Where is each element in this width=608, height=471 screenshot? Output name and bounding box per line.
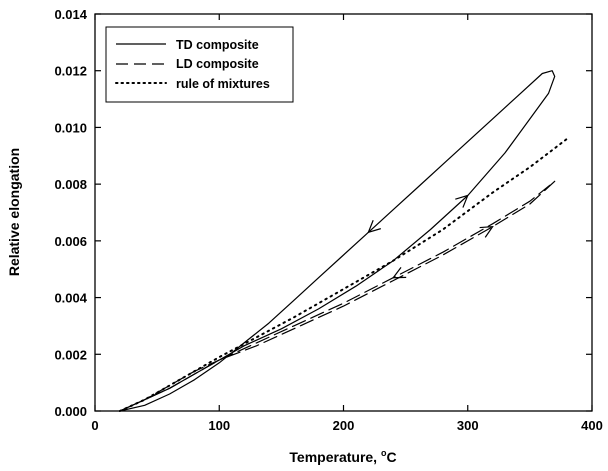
y-tick-label: 0.002	[54, 347, 87, 362]
y-tick-label: 0.010	[54, 120, 87, 135]
y-tick-label: 0.012	[54, 64, 87, 79]
series-line-1	[119, 70, 556, 412]
y-tick-label: 0.008	[54, 177, 87, 192]
direction-arrows	[367, 194, 494, 279]
ld-cooling-arrow	[391, 266, 407, 279]
y-tick-label: 0.000	[54, 404, 87, 419]
legend-label-td: TD composite	[176, 38, 259, 52]
legend-label-ld: LD composite	[176, 57, 259, 71]
y-tick-label: 0.004	[54, 291, 87, 306]
legend-label-rom: rule of mixtures	[176, 77, 270, 91]
series-line-2	[119, 180, 556, 412]
y-axis: 0.000 0.002 0.004 0.006 0.008 0.010 0.012 0.014	[54, 7, 592, 419]
y-axis-title: Relative elongation	[6, 148, 22, 276]
series-layer	[118, 70, 569, 412]
x-axis-title-unit: C	[386, 449, 396, 465]
x-axis-title: Temperature, oC	[289, 448, 396, 465]
x-axis: 0 100 200 300 400	[91, 14, 603, 433]
y-tick-label: 0.006	[54, 234, 87, 249]
td-cooling-arrow	[367, 220, 381, 234]
x-tick-label: 200	[333, 418, 355, 433]
x-axis-title-degree: o	[381, 448, 387, 458]
x-tick-label: 0	[91, 418, 98, 433]
td-heating-arrow	[455, 194, 469, 208]
series-line-3	[118, 137, 569, 412]
y-tick-label: 0.014	[54, 7, 87, 22]
ld-heating-arrow	[479, 225, 494, 238]
x-tick-label: 100	[208, 418, 230, 433]
x-tick-label: 400	[581, 418, 603, 433]
legend: TD composite LD composite rule of mixtur…	[105, 26, 294, 103]
x-tick-label: 300	[457, 418, 479, 433]
x-axis-title-main: Temperature,	[289, 449, 381, 465]
